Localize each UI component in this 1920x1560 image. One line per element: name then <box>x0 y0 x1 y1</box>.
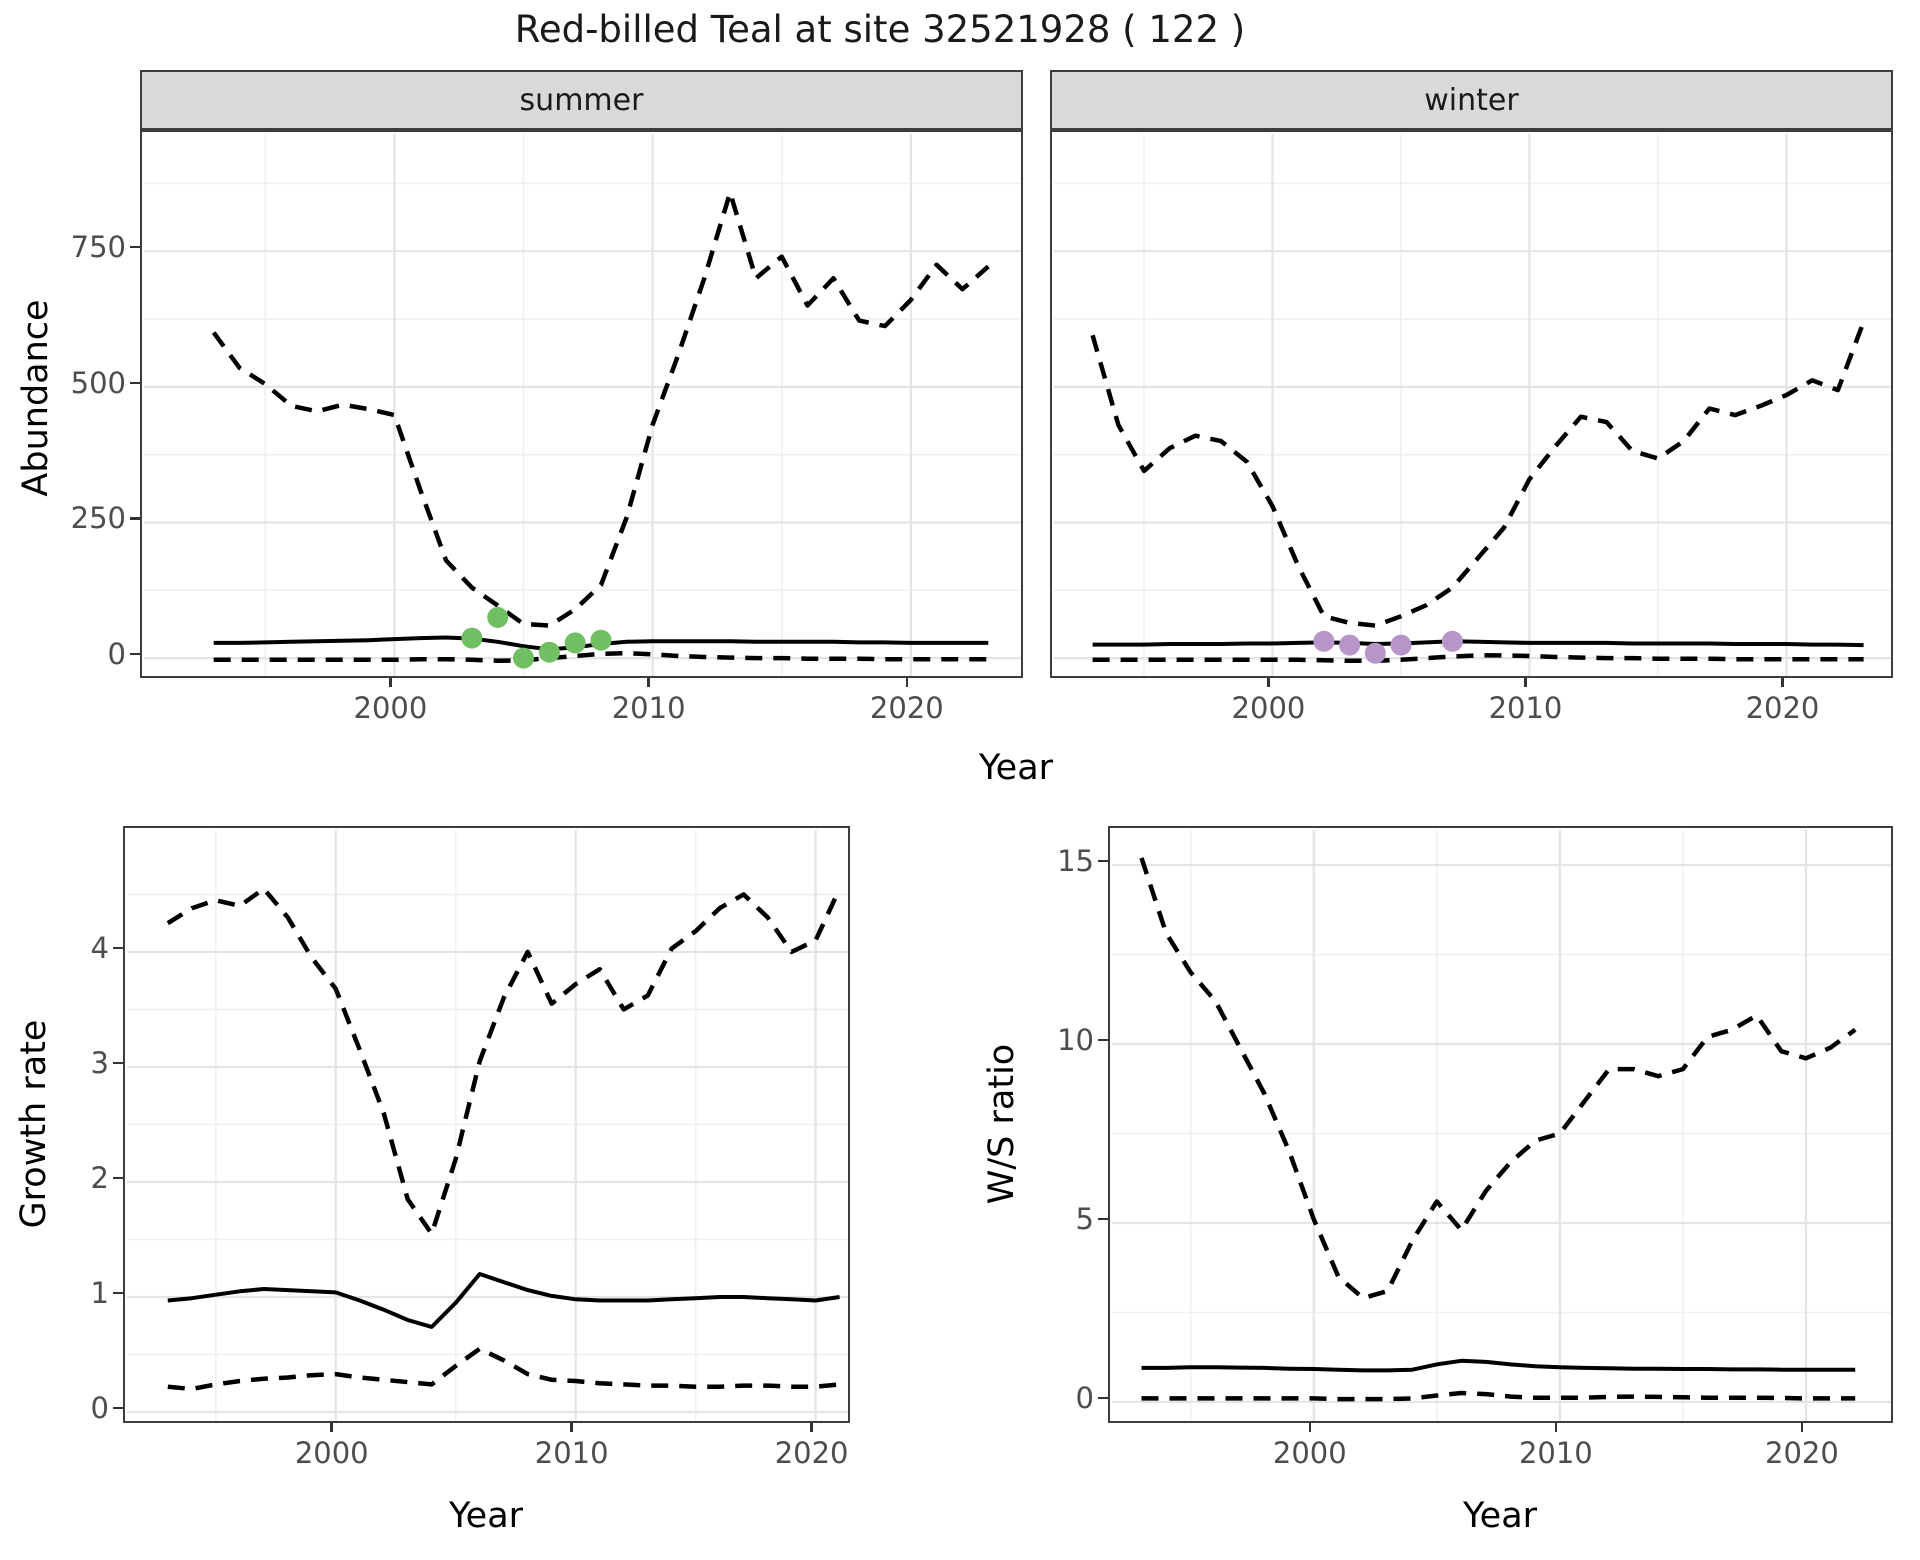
chart-svg-winter-abundance <box>1054 134 1891 676</box>
y-tick-mark <box>1098 1217 1108 1221</box>
x-tick-mark <box>1554 1423 1558 1432</box>
panel-growth-rate <box>123 826 850 1423</box>
facet-strip-summer-label: summer <box>519 82 644 118</box>
series-median <box>1141 1358 1856 1373</box>
x-axis-title-year-bottom-left: Year <box>448 1496 524 1536</box>
facet-strip-winter-label: winter <box>1424 82 1519 118</box>
observed-point <box>461 627 483 649</box>
x-tick-mark <box>570 1423 573 1432</box>
y-tick-label: 1 <box>90 1276 109 1311</box>
panel-summer-abundance <box>140 130 1023 678</box>
observed-point <box>487 606 509 628</box>
observed-point <box>590 629 612 651</box>
x-tick-label: 2000 <box>1231 691 1306 725</box>
y-tick-label: 500 <box>70 365 126 400</box>
x-tick-mark <box>1524 678 1527 687</box>
panel-winter-abundance <box>1050 130 1893 678</box>
y-tick-label: 5 <box>1075 1201 1094 1236</box>
y-tick-mark <box>113 946 123 950</box>
x-tick-mark <box>389 678 392 687</box>
plot-title: Red-billed Teal at site 32521928 ( 122 ) <box>514 8 1246 51</box>
y-tick-mark <box>1098 1396 1108 1400</box>
y-tick-mark <box>113 1061 123 1065</box>
chart-svg-summer-abundance <box>144 134 1021 676</box>
series-median <box>167 1272 840 1329</box>
x-tick-label: 2020 <box>1765 1436 1839 1470</box>
y-tick-mark <box>1098 1038 1108 1042</box>
facet-strip-summer: summer <box>140 70 1023 130</box>
observed-point <box>1390 634 1412 656</box>
observed-point <box>538 641 560 663</box>
series-lower-ci <box>1092 653 1864 664</box>
series-lower-ci <box>1141 1390 1856 1402</box>
observed-point <box>513 647 534 669</box>
y-tick-mark <box>113 1291 123 1295</box>
x-axis-title-year-bottom-right: Year <box>1462 1496 1538 1536</box>
x-tick-mark <box>1800 1423 1804 1432</box>
y-tick-label: 4 <box>90 930 109 965</box>
x-tick-label: 2020 <box>774 1436 849 1470</box>
x-tick-label: 2000 <box>1272 1436 1347 1470</box>
x-tick-mark <box>330 1423 333 1432</box>
y-tick-label: 0 <box>107 637 126 672</box>
series-upper-ci <box>211 190 990 628</box>
panel-ws-ratio <box>1108 826 1893 1423</box>
x-tick-label: 2000 <box>353 691 428 725</box>
y-tick-label: 250 <box>70 501 126 536</box>
series-upper-ci <box>1139 857 1857 1301</box>
observed-point <box>1313 630 1335 652</box>
series-upper-ci <box>1090 320 1866 628</box>
observed-point <box>1441 630 1463 652</box>
y-tick-mark <box>130 245 140 249</box>
chart-svg-growth-rate <box>127 830 848 1421</box>
y-tick-mark <box>130 381 140 385</box>
x-tick-mark <box>810 1423 813 1432</box>
series-median <box>1092 639 1864 648</box>
x-tick-label: 2010 <box>1488 691 1563 725</box>
y-tick-mark <box>1098 859 1108 863</box>
y-tick-label: 750 <box>70 230 126 265</box>
y-tick-label: 10 <box>1057 1023 1094 1058</box>
y-axis-title-growth-rate: Growth rate <box>14 1019 54 1229</box>
observed-point <box>564 632 586 654</box>
x-tick-mark <box>1308 1423 1312 1432</box>
x-tick-label: 2010 <box>611 691 686 725</box>
x-tick-mark <box>1781 678 1784 687</box>
observed-point <box>1339 634 1361 656</box>
series-upper-ci <box>166 886 842 1237</box>
y-axis-title-abundance: Abundance <box>16 299 56 497</box>
x-tick-mark <box>905 678 909 687</box>
x-axis-title-year-top: Year <box>978 748 1054 788</box>
x-tick-label: 2010 <box>534 1436 609 1470</box>
y-tick-label: 0 <box>1075 1380 1094 1415</box>
x-tick-mark <box>1267 678 1270 687</box>
x-tick-label: 2000 <box>294 1436 369 1470</box>
series-lower-ci <box>167 1346 840 1392</box>
x-tick-label: 2020 <box>869 691 944 725</box>
x-tick-label: 2020 <box>1745 691 1820 725</box>
y-tick-mark <box>130 652 140 656</box>
y-tick-label: 15 <box>1057 844 1094 879</box>
y-tick-mark <box>113 1406 123 1410</box>
x-tick-mark <box>647 678 650 687</box>
y-tick-label: 2 <box>90 1160 109 1195</box>
y-tick-label: 3 <box>90 1045 109 1080</box>
chart-svg-ws-ratio <box>1112 830 1891 1421</box>
y-axis-title-ws-ratio: W/S ratio <box>982 1043 1022 1205</box>
observed-point <box>1364 642 1386 664</box>
y-tick-label: 0 <box>90 1391 109 1426</box>
series-lower-ci <box>213 650 989 664</box>
x-tick-label: 2010 <box>1518 1436 1593 1470</box>
y-tick-mark <box>130 517 140 520</box>
facet-strip-winter: winter <box>1050 70 1893 130</box>
y-tick-mark <box>113 1176 123 1180</box>
